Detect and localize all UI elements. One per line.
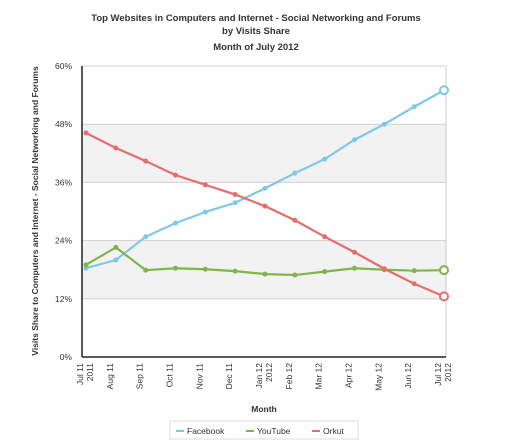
x-tick-label: Jul 11 [75, 363, 85, 385]
data-point-facebook [113, 257, 119, 263]
y-axis-label: Visits Share to Computers and Internet -… [30, 66, 40, 356]
data-point-orkut [411, 281, 417, 287]
data-point-orkut [143, 158, 149, 164]
data-point-youtube [232, 268, 238, 274]
chart-title: Top Websites in Computers and Internet -… [91, 13, 421, 53]
x-tick-label: 2011 [85, 363, 95, 382]
series-points [83, 85, 449, 302]
data-point-facebook [322, 156, 328, 162]
data-point-orkut [439, 291, 449, 302]
data-point-facebook [262, 185, 268, 191]
x-tick-label: Oct 11 [165, 363, 175, 388]
legend-label-orkut: Orkut [323, 426, 344, 436]
x-tick-label: Apr 12 [344, 363, 354, 388]
plot-background-bands [82, 66, 447, 357]
y-tick-label: 12% [55, 294, 72, 304]
data-point-youtube [83, 262, 89, 268]
data-point-facebook [173, 220, 178, 226]
x-tick-label: Jan 12 [254, 363, 264, 389]
plot-band [82, 124, 446, 183]
x-tick-label: Nov 11 [194, 363, 204, 390]
plot-area [82, 66, 446, 357]
data-point-facebook [381, 121, 387, 127]
x-tick-label: Feb 12 [284, 363, 294, 390]
data-point-orkut [113, 145, 119, 151]
data-point-orkut [83, 130, 89, 136]
y-tick-labels: 0% 12% 24% 36% 48% 60% [55, 61, 72, 362]
data-point-youtube [113, 244, 119, 250]
x-tick-label: Jul 12 [433, 363, 443, 386]
data-point-youtube [202, 266, 208, 272]
legend: Facebook YouTube Orkut [169, 420, 359, 440]
x-tick-label: Aug 11 [105, 363, 115, 390]
data-point-youtube [352, 265, 357, 271]
legend-label-facebook: Facebook [187, 426, 225, 436]
x-tick-label: May 12 [373, 363, 383, 391]
data-point-facebook [411, 104, 417, 110]
data-point-orkut [352, 249, 357, 255]
chart-title-line-3: Month of July 2012 [213, 42, 299, 53]
data-point-orkut [262, 203, 268, 209]
x-tick-label: Jun 12 [403, 363, 413, 389]
x-tick-label: 2012 [443, 363, 453, 382]
data-point-facebook [439, 85, 449, 96]
x-tick-label: 2012 [264, 363, 274, 382]
x-tick-labels: Jul 11 2011 Aug 11 Sep 11 Oct 11 Nov 11 Dec 11… [75, 363, 453, 391]
chart-title-line-1: Top Websites in Computers and Internet -… [91, 13, 421, 24]
legend-box [169, 420, 359, 440]
data-point-orkut [202, 182, 208, 188]
y-tick-label: 24% [55, 236, 72, 246]
data-point-youtube [411, 268, 417, 274]
data-point-youtube [322, 269, 328, 275]
data-point-youtube [292, 272, 298, 278]
data-point-orkut [173, 172, 178, 178]
grid-lines [82, 65, 446, 300]
y-tick-label: 60% [55, 61, 72, 71]
data-point-orkut [292, 217, 298, 223]
data-point-facebook [202, 209, 208, 215]
data-point-orkut [381, 266, 387, 272]
data-point-youtube [262, 271, 268, 277]
data-point-facebook [352, 137, 357, 143]
x-tick-label: Mar 12 [314, 363, 324, 390]
data-point-orkut [232, 192, 238, 198]
data-point-facebook [292, 170, 298, 176]
data-point-youtube [143, 267, 149, 273]
y-tick-label: 36% [55, 177, 72, 187]
data-point-youtube [173, 265, 178, 271]
data-point-orkut [322, 234, 328, 240]
x-axis-label: Month [251, 404, 277, 414]
y-tick-label: 0% [60, 352, 73, 362]
legend-label-youtube: YouTube [257, 426, 291, 436]
data-point-facebook [143, 234, 149, 240]
chart-title-line-2: by Visits Share [222, 26, 290, 37]
data-point-facebook [232, 200, 238, 206]
x-tick-label: Sep 11 [135, 363, 145, 390]
y-tick-label: 48% [55, 119, 72, 129]
data-point-youtube [439, 265, 449, 276]
x-tick-label: Dec 11 [224, 363, 234, 390]
